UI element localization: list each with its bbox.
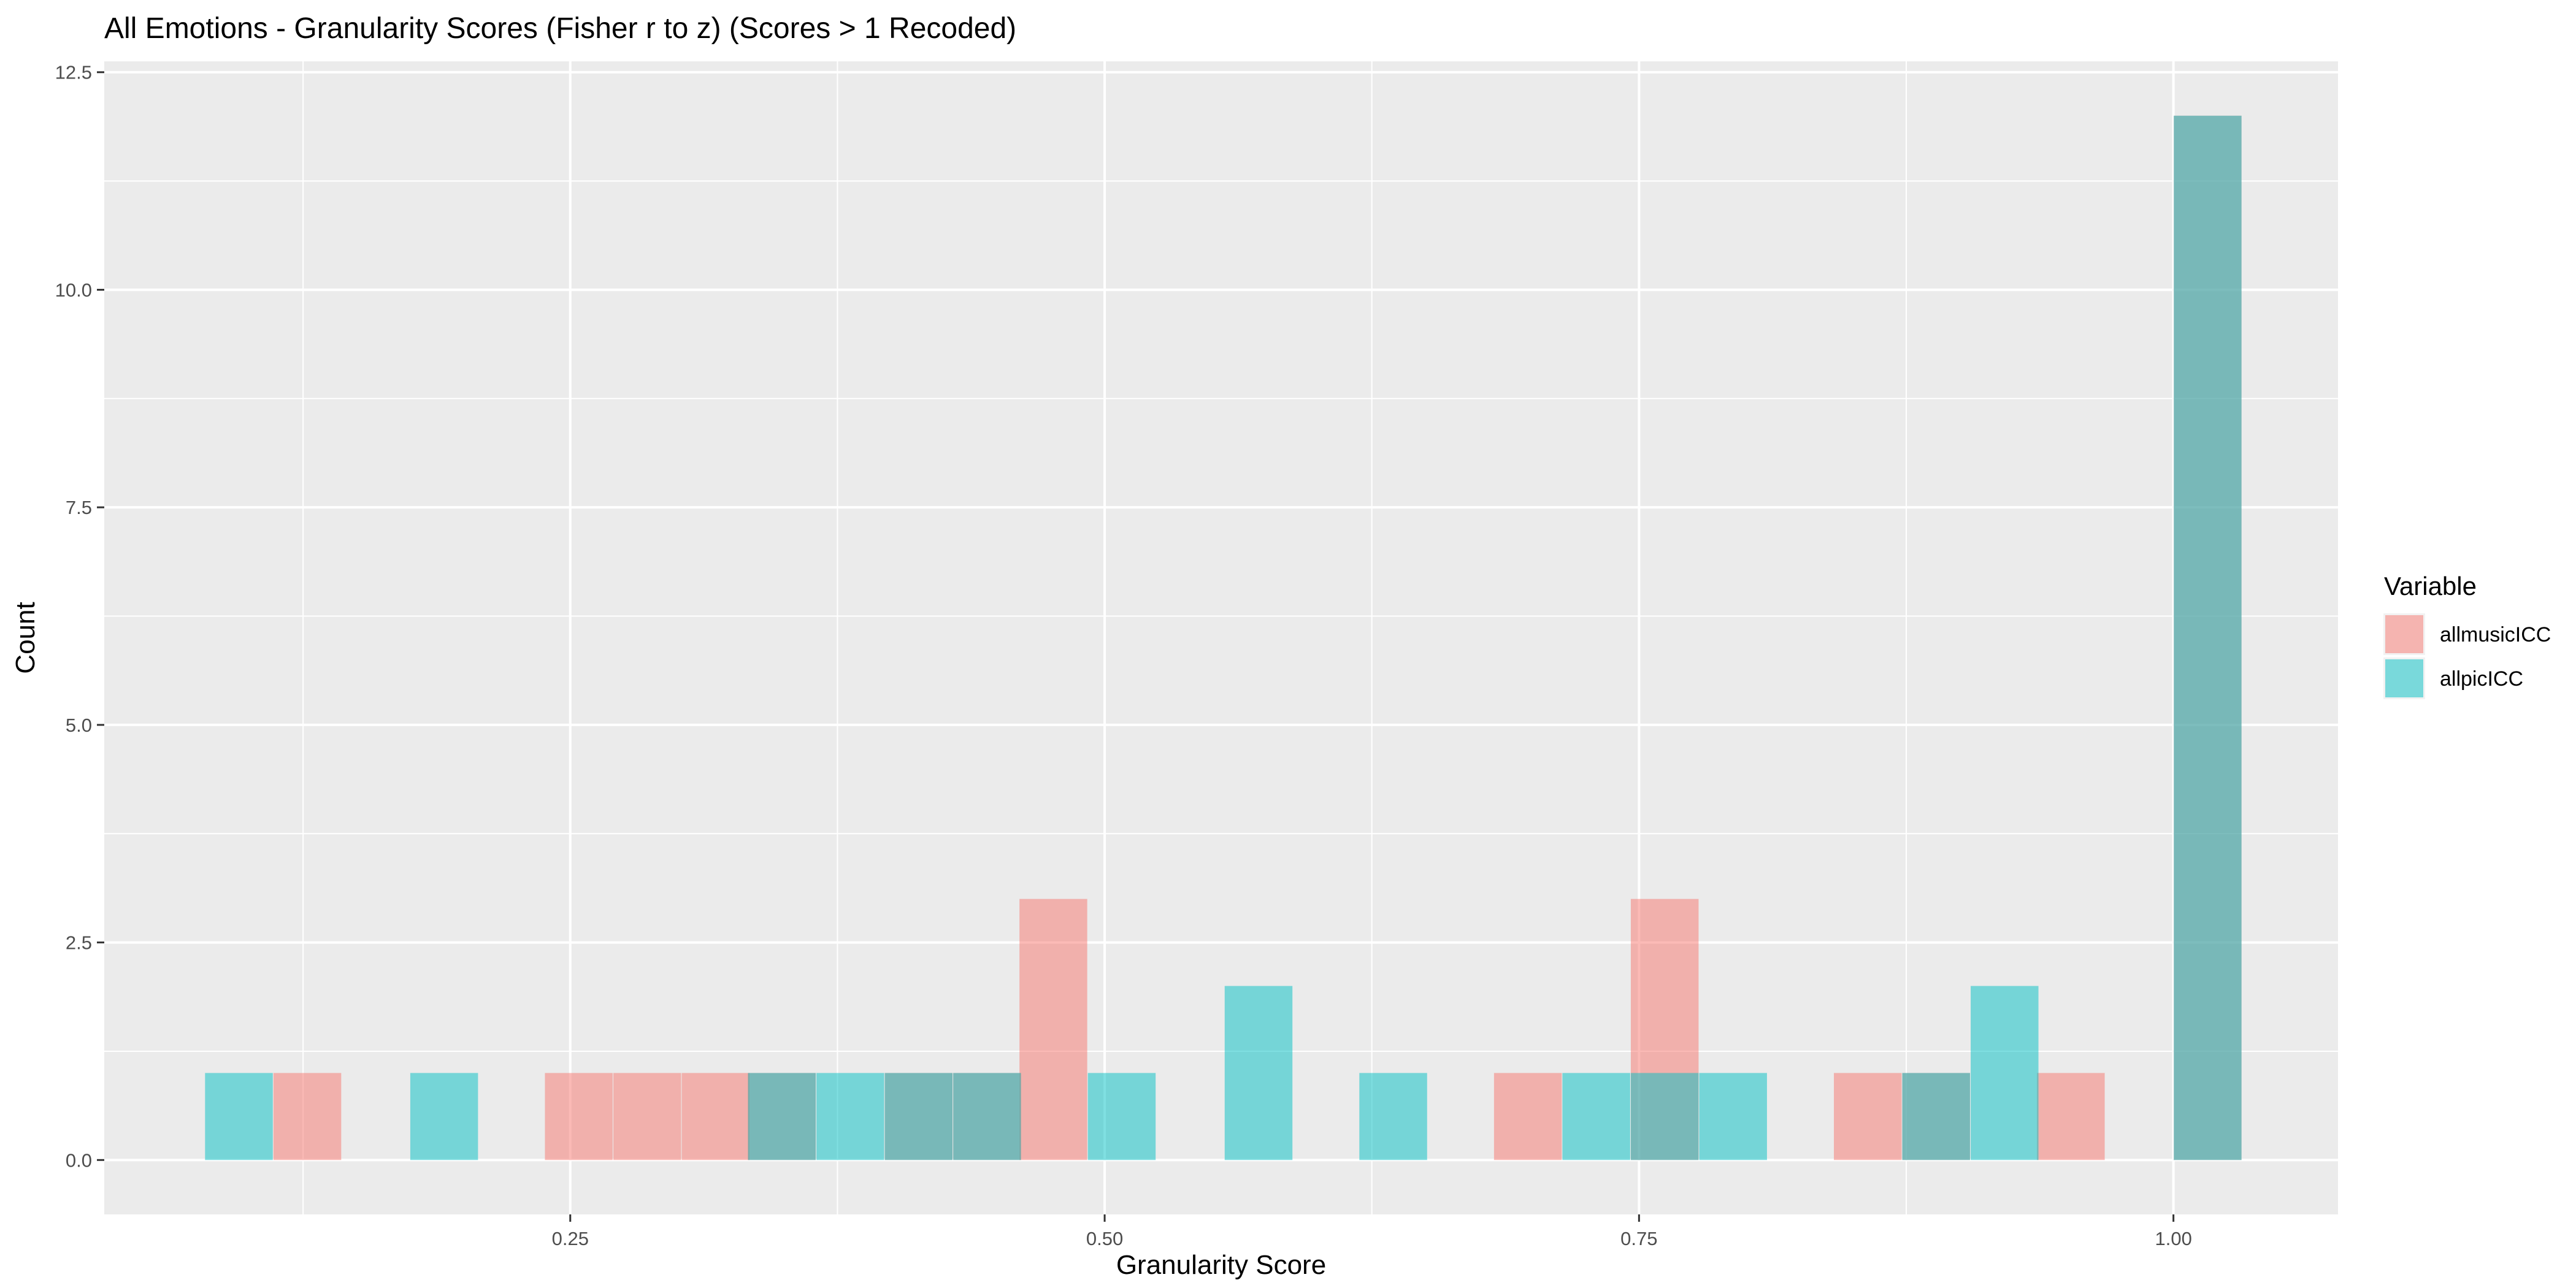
histogram-bar	[1902, 1073, 1971, 1160]
histogram-bar	[1971, 986, 2039, 1160]
histogram-bar	[1699, 1073, 1767, 1160]
legend-label: allpicICC	[2440, 667, 2523, 691]
plot-panel	[104, 61, 2338, 1214]
legend-title: Variable	[2384, 572, 2477, 600]
histogram-bar	[2174, 115, 2242, 1160]
y-axis-title: Count	[10, 602, 40, 673]
histogram-bar	[1630, 1073, 1699, 1160]
legend-swatch	[2385, 615, 2423, 653]
chart-title: All Emotions - Granularity Scores (Fishe…	[104, 12, 1016, 45]
legend-swatch	[2385, 659, 2423, 697]
histogram-bar	[205, 1073, 273, 1160]
histogram-bar	[2037, 1073, 2105, 1160]
series-allpicICC	[205, 115, 2242, 1160]
legend: Variable allmusicICC allpicICC	[2383, 572, 2551, 699]
histogram-bar	[545, 1073, 613, 1160]
histogram-bar	[681, 1073, 749, 1160]
histogram-bar	[884, 1073, 953, 1160]
histogram-bar	[410, 1073, 478, 1160]
y-tick-label: 0.0	[66, 1149, 92, 1171]
legend-label: allmusicICC	[2440, 623, 2551, 646]
y-tick-label: 12.5	[55, 62, 92, 83]
y-axis: 0.0 2.5 5.0 7.5 10.0 12.5	[55, 62, 104, 1171]
histogram-bar	[273, 1073, 342, 1160]
grid-minor	[104, 61, 2338, 1214]
y-tick-label: 5.0	[66, 715, 92, 736]
x-tick-label: 1.00	[2155, 1228, 2191, 1249]
x-axis-title: Granularity Score	[1116, 1250, 1326, 1280]
legend-items: allmusicICC allpicICC	[2383, 613, 2551, 699]
histogram-bar	[1019, 899, 1087, 1160]
x-tick-label: 0.25	[552, 1228, 589, 1249]
y-tick-label: 7.5	[66, 497, 92, 518]
histogram-bar	[1087, 1073, 1156, 1160]
histogram-bar	[816, 1073, 884, 1160]
y-tick-label: 10.0	[55, 279, 92, 301]
histogram-bar	[748, 1073, 816, 1160]
histogram-bar	[613, 1073, 681, 1160]
histogram-bars	[205, 115, 2242, 1160]
x-axis: 0.25 0.50 0.75 1.00	[552, 1214, 2192, 1249]
histogram-bar	[953, 1073, 1021, 1160]
histogram-bar	[1493, 1073, 1562, 1160]
histogram-bar	[1834, 1073, 1902, 1160]
y-tick-label: 2.5	[66, 932, 92, 954]
x-tick-label: 0.75	[1620, 1228, 1657, 1249]
grid-major	[104, 61, 2338, 1214]
histogram-bar	[1359, 1073, 1427, 1160]
histogram-bar	[1562, 1073, 1630, 1160]
x-tick-label: 0.50	[1086, 1228, 1123, 1249]
histogram-bar	[1224, 986, 1293, 1160]
